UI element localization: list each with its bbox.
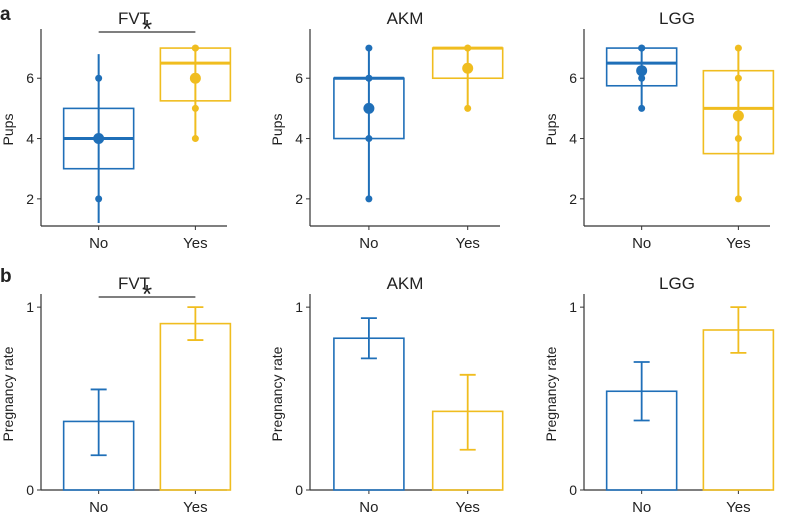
chart-b-lgg: LGG 0 1 Pregnancy rate No Yes bbox=[543, 274, 775, 516]
mean-point bbox=[732, 110, 744, 122]
x-tick-label: Yes bbox=[726, 235, 750, 252]
chart-b-akm: AKM 0 1 Pregnancy rate No Yes bbox=[269, 274, 504, 516]
x-tick-label: No bbox=[89, 499, 108, 516]
x-tick-label: Yes bbox=[455, 499, 479, 516]
data-point bbox=[464, 104, 472, 112]
chart-a-lgg: LGG 2 4 6 Pups No Yes bbox=[543, 9, 775, 252]
y-tick-label: 6 bbox=[295, 70, 303, 86]
charts-container: FVT 2 4 6 Pups No Yes * AKM 2 4 6 Pups No Yes LGG 2 4 6 Pup… bbox=[0, 9, 775, 516]
data-point bbox=[734, 74, 742, 82]
y-tick-label: 2 bbox=[569, 191, 577, 207]
y-tick-label: 6 bbox=[26, 70, 34, 86]
y-axis-label: Pregnancy rate bbox=[269, 346, 285, 441]
x-tick-label: No bbox=[359, 235, 378, 252]
y-tick-label: 0 bbox=[295, 482, 303, 498]
box bbox=[702, 69, 775, 155]
data-point bbox=[365, 135, 373, 143]
data-point bbox=[638, 74, 646, 82]
data-point bbox=[464, 44, 472, 52]
data-point bbox=[365, 44, 373, 52]
data-point bbox=[734, 44, 742, 52]
y-tick-label: 1 bbox=[569, 299, 577, 315]
bar bbox=[333, 337, 405, 491]
chart-title: AKM bbox=[387, 274, 424, 293]
x-tick-label: Yes bbox=[183, 499, 207, 516]
significance-marker: * bbox=[142, 279, 152, 309]
significance-marker: * bbox=[142, 14, 152, 44]
x-tick-label: No bbox=[89, 235, 108, 252]
y-axis-label: Pups bbox=[543, 114, 559, 146]
data-point bbox=[191, 135, 199, 143]
data-point bbox=[191, 44, 199, 52]
data-point bbox=[95, 74, 103, 82]
data-point bbox=[365, 195, 373, 203]
chart-title: AKM bbox=[387, 9, 424, 28]
x-tick-label: No bbox=[359, 499, 378, 516]
x-tick-label: Yes bbox=[455, 235, 479, 252]
chart-title: LGG bbox=[659, 274, 695, 293]
y-tick-label: 2 bbox=[26, 191, 34, 207]
data-point bbox=[95, 195, 103, 203]
panel-label-a: a bbox=[0, 4, 11, 25]
mean-point bbox=[363, 102, 375, 114]
chart-a-akm: AKM 2 4 6 Pups No Yes bbox=[269, 9, 504, 252]
panel-label-b: b bbox=[0, 266, 12, 287]
y-axis-label: Pregnancy rate bbox=[543, 346, 559, 441]
y-tick-label: 0 bbox=[569, 482, 577, 498]
y-axis-label: Pups bbox=[269, 114, 285, 146]
y-tick-label: 1 bbox=[26, 299, 34, 315]
mean-point bbox=[93, 133, 105, 145]
chart-title: FVT bbox=[118, 274, 150, 293]
mean-point bbox=[636, 65, 648, 77]
bar bbox=[702, 329, 775, 491]
y-tick-label: 6 bbox=[569, 70, 577, 86]
mean-point bbox=[462, 62, 474, 74]
x-tick-label: Yes bbox=[726, 499, 750, 516]
y-tick-label: 4 bbox=[26, 131, 34, 147]
y-axis-label: Pups bbox=[0, 114, 16, 146]
y-tick-label: 2 bbox=[295, 191, 303, 207]
data-point bbox=[734, 195, 742, 203]
data-point bbox=[365, 74, 373, 82]
chart-title: FVT bbox=[118, 9, 150, 28]
y-tick-label: 0 bbox=[26, 482, 34, 498]
x-tick-label: No bbox=[632, 499, 651, 516]
x-tick-label: No bbox=[632, 235, 651, 252]
data-point bbox=[734, 135, 742, 143]
data-point bbox=[638, 44, 646, 52]
y-tick-label: 4 bbox=[295, 131, 303, 147]
data-point bbox=[638, 104, 646, 112]
mean-point bbox=[189, 72, 201, 84]
bar bbox=[159, 322, 232, 491]
y-axis-label: Pregnancy rate bbox=[0, 346, 16, 441]
y-tick-label: 4 bbox=[569, 131, 577, 147]
chart-title: LGG bbox=[659, 9, 695, 28]
chart-b-fvt: FVT 0 1 Pregnancy rate No Yes * bbox=[0, 274, 232, 516]
x-tick-label: Yes bbox=[183, 235, 207, 252]
chart-a-fvt: FVT 2 4 6 Pups No Yes * bbox=[0, 9, 232, 252]
y-tick-label: 1 bbox=[295, 299, 303, 315]
data-point bbox=[191, 104, 199, 112]
